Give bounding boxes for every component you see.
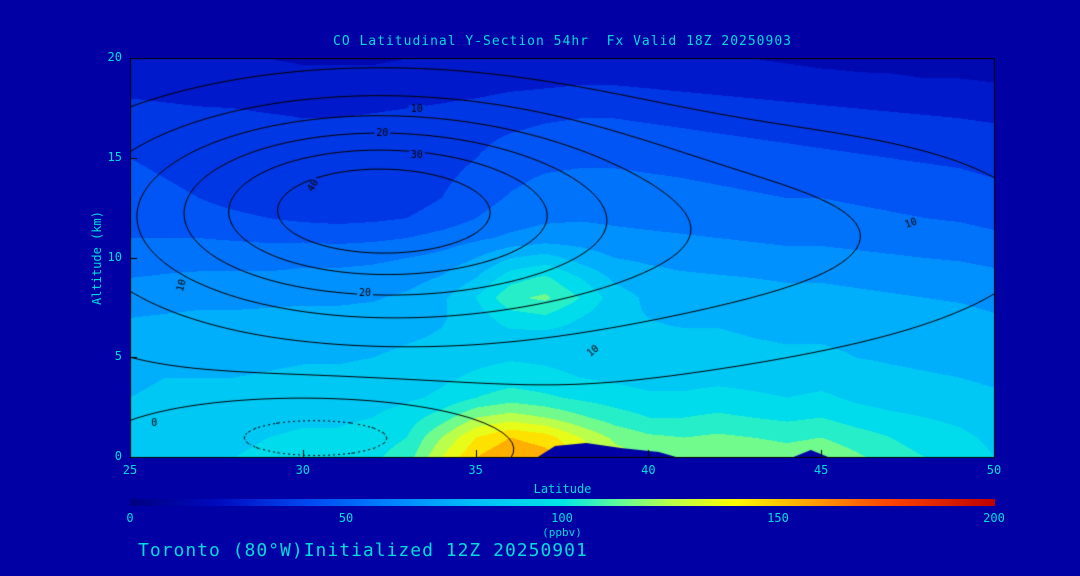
x-tick-label: 30	[295, 463, 311, 477]
colorbar-tick-label: 100	[551, 511, 573, 525]
colorbar-tick-label: 150	[767, 511, 789, 525]
y-tick-label: 10	[107, 249, 122, 264]
y-tick-label: 5	[114, 349, 122, 364]
colorbar-tick-label: 200	[983, 511, 1005, 525]
colorbar-units-label: (ppbv)	[542, 526, 582, 539]
contour-plot-canvas	[130, 58, 995, 458]
chart-title: CO Latitudinal Y-Section 54hr Fx Valid 1…	[333, 34, 792, 49]
colorbar-tick-label: 0	[126, 511, 134, 525]
x-tick-label: 50	[986, 463, 1002, 477]
x-tick-label: 25	[122, 463, 138, 477]
colorbar-tick-label: 50	[338, 511, 354, 525]
y-tick-label: 20	[107, 50, 122, 64]
colorbar-canvas	[130, 499, 995, 506]
x-tick-label: 45	[813, 463, 829, 477]
y-tick-label: 15	[107, 149, 122, 164]
model-init-caption: Toronto (80°W)Initialized 12Z 20250901	[138, 540, 588, 561]
x-tick-label: 35	[468, 463, 483, 477]
x-axis-label: Latitude	[533, 482, 592, 496]
y-tick-label: 0	[114, 449, 122, 463]
x-tick-label: 40	[641, 463, 656, 477]
